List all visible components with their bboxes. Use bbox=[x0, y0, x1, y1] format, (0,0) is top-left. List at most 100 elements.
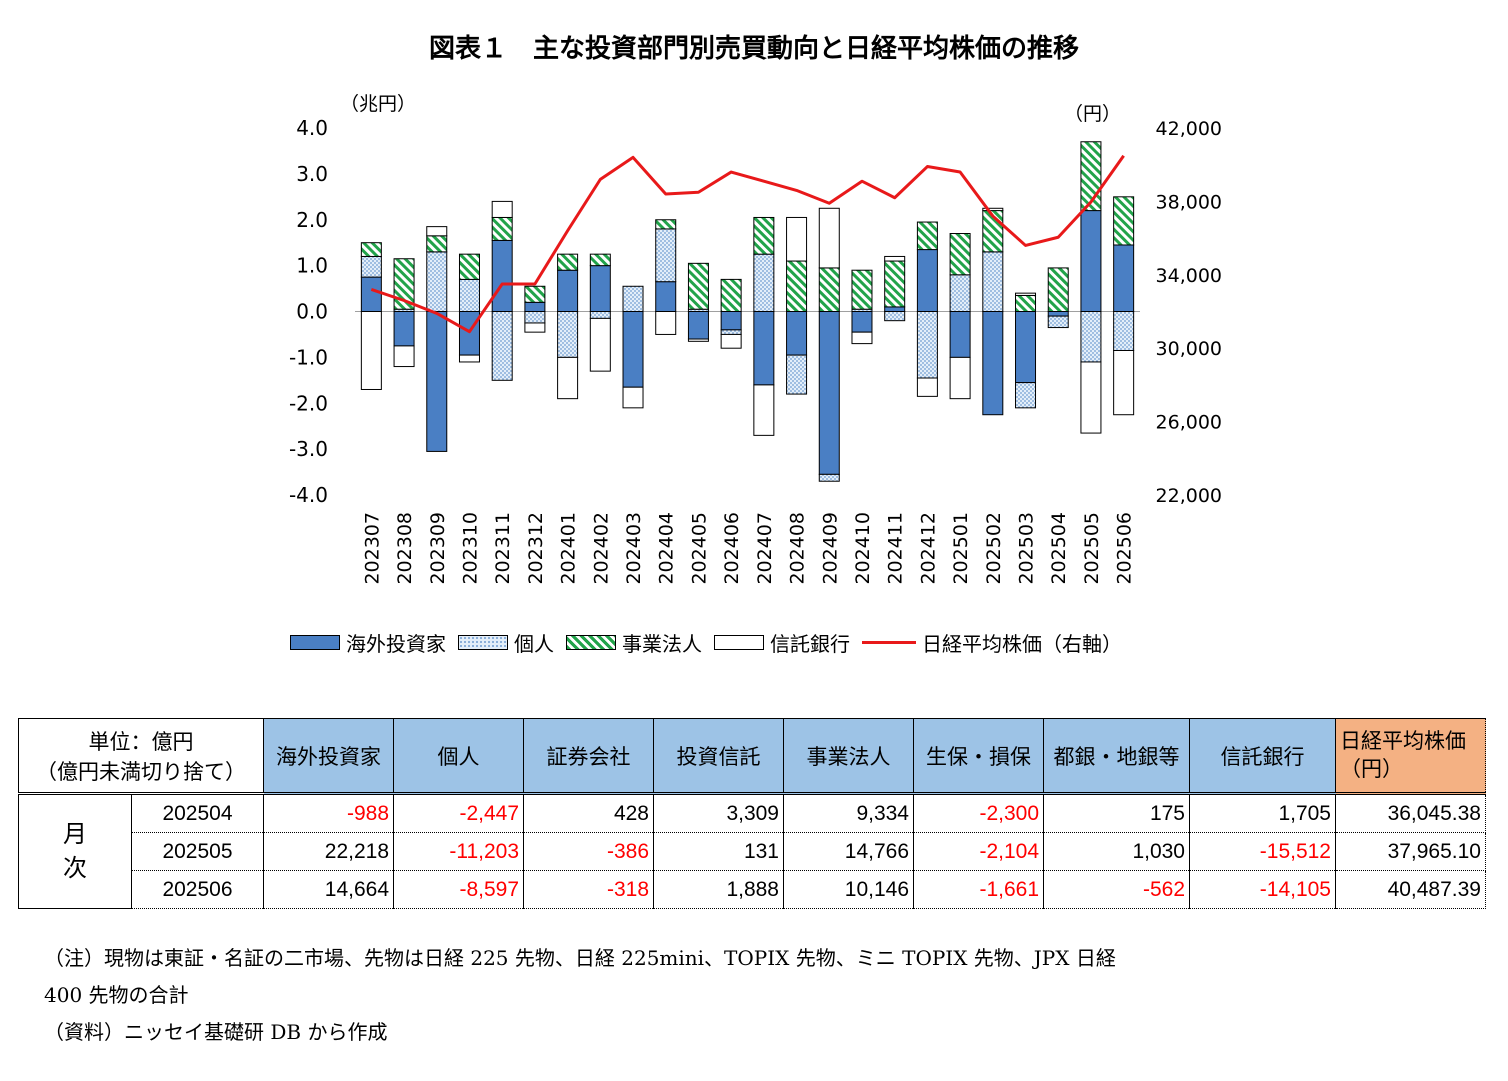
table-cell: 1,030 bbox=[1043, 832, 1190, 871]
bar-segment bbox=[916, 249, 938, 313]
bar-segment bbox=[524, 285, 546, 303]
nikkei-header-line-1: 日経平均株価 bbox=[1340, 729, 1466, 753]
x-tick-label: 202308 bbox=[394, 512, 416, 585]
bar-segment bbox=[687, 311, 709, 340]
col-header-corporate: 事業法人 bbox=[783, 718, 914, 794]
bar-segment bbox=[1113, 311, 1135, 351]
chart-title: 図表１ 主な投資部門別売買動向と日経平均株価の推移 bbox=[428, 34, 1079, 64]
legend-item-individual: 個人 bbox=[458, 628, 554, 657]
right-tick-label: 26,000 bbox=[1156, 412, 1222, 434]
left-tick-label: 4.0 bbox=[296, 116, 328, 140]
note-line-1: （注）現物は東証・名証の二市場、先物は日経 225 先物、日経 225mini、… bbox=[44, 946, 1116, 970]
x-tick-label: 202409 bbox=[819, 512, 841, 585]
bar-segment bbox=[622, 285, 644, 312]
nikkei-line bbox=[370, 154, 1125, 334]
col-header-investment-trust: 投資信託 bbox=[653, 718, 784, 794]
bar-segment bbox=[753, 384, 775, 436]
nikkei-line-layer bbox=[370, 154, 1125, 334]
x-tick-label: 202402 bbox=[590, 512, 612, 585]
bar-segment bbox=[851, 269, 873, 310]
row-month: 202505 bbox=[131, 832, 264, 871]
bar-segment bbox=[687, 338, 709, 342]
bar-segment bbox=[1080, 210, 1102, 312]
bar-segment bbox=[1113, 244, 1135, 312]
right-tick-label: 34,000 bbox=[1156, 265, 1222, 287]
period-label-1: 月 bbox=[63, 820, 87, 848]
bar-segment bbox=[393, 311, 415, 347]
bar-segment bbox=[949, 274, 971, 312]
x-tick-label: 202502 bbox=[983, 512, 1005, 585]
left-axis-unit: （兆円） bbox=[340, 93, 416, 115]
left-tick-label: -3.0 bbox=[289, 437, 328, 461]
x-tick-label: 202501 bbox=[950, 512, 972, 585]
bar-segment bbox=[458, 354, 480, 363]
bar-segment bbox=[1047, 267, 1069, 313]
bar-segment bbox=[884, 306, 906, 313]
table-cell: 1,705 bbox=[1189, 793, 1336, 833]
bar-segment bbox=[622, 311, 644, 388]
table-cell: 9,334 bbox=[783, 793, 914, 833]
x-tick-label: 202506 bbox=[1114, 512, 1136, 585]
left-tick-label: 0.0 bbox=[296, 300, 328, 324]
table-cell: 14,766 bbox=[783, 832, 914, 871]
bar-segment bbox=[1080, 361, 1102, 434]
col-header-foreign: 海外投資家 bbox=[263, 718, 394, 794]
bar-segment bbox=[753, 253, 775, 312]
nikkei-header-line-2: （円） bbox=[1340, 757, 1403, 781]
bar-segment bbox=[360, 276, 382, 312]
col-header-securities: 証券会社 bbox=[523, 718, 654, 794]
row-month: 202506 bbox=[131, 870, 264, 909]
table-cell-nikkei: 40,487.39 bbox=[1335, 870, 1486, 909]
bar-segment bbox=[884, 255, 906, 262]
x-tick-labels: 202307 202308 202309 202310 202311 202312 2024… bbox=[361, 512, 1135, 585]
bar-segment bbox=[589, 317, 611, 372]
bar-segment bbox=[753, 216, 775, 255]
bar-segment bbox=[360, 311, 382, 390]
x-tick-label: 202310 bbox=[459, 512, 481, 585]
legend-label-nikkei: 日経平均株価（右軸） bbox=[922, 631, 1122, 656]
table-header-row: 単位：億円 （億円未満切り捨て） 海外投資家 個人 証券会社 投資信託 事業法人… bbox=[18, 718, 1486, 794]
bar-segment bbox=[491, 200, 513, 218]
bar-segment bbox=[458, 278, 480, 313]
x-tick-label: 202505 bbox=[1081, 512, 1103, 585]
left-tick-label: -2.0 bbox=[289, 391, 328, 415]
x-tick-label: 202307 bbox=[361, 512, 383, 585]
bar-segment bbox=[557, 311, 579, 358]
x-tick-label: 202408 bbox=[787, 512, 809, 585]
table-cell: -2,447 bbox=[393, 793, 524, 833]
bar-segment bbox=[786, 260, 808, 313]
table-cell: 14,664 bbox=[263, 870, 394, 909]
legend-label-trust: 信託銀行 bbox=[770, 631, 850, 656]
bar-segment bbox=[753, 311, 775, 386]
x-tick-label: 202312 bbox=[525, 512, 547, 585]
bar-segment bbox=[786, 354, 808, 395]
note-line-3: （資料）ニッセイ基礎研 DB から作成 bbox=[44, 1020, 388, 1044]
left-tick-label: 3.0 bbox=[296, 162, 328, 186]
bar-segment bbox=[458, 311, 480, 356]
bar-segment bbox=[524, 301, 546, 313]
bar-segment bbox=[1047, 315, 1069, 329]
bar-segment bbox=[426, 226, 448, 237]
bar-segment bbox=[818, 311, 840, 475]
table-cell: 1,888 bbox=[653, 870, 784, 909]
legend-swatch-nikkei bbox=[862, 640, 916, 644]
x-tick-label: 202411 bbox=[885, 512, 907, 585]
unit-line-2: （億円未満切り捨て） bbox=[36, 760, 246, 784]
left-tick-label: 2.0 bbox=[296, 208, 328, 232]
x-tick-label: 202405 bbox=[688, 512, 710, 585]
bar-segment bbox=[360, 255, 382, 278]
bar-segment bbox=[916, 377, 938, 397]
legend-label-foreign: 海外投資家 bbox=[346, 631, 446, 656]
col-header-trust-banks: 信託銀行 bbox=[1189, 718, 1336, 794]
x-tick-label: 202407 bbox=[754, 512, 776, 585]
bar-segment bbox=[786, 216, 808, 262]
bar-segment bbox=[360, 242, 382, 257]
table-cell: -988 bbox=[263, 793, 394, 833]
bar-segment bbox=[491, 311, 513, 381]
period-label-2: 次 bbox=[63, 854, 87, 882]
x-tick-label: 202311 bbox=[492, 512, 514, 585]
bars-layer bbox=[360, 141, 1135, 482]
bar-segment bbox=[949, 233, 971, 276]
bar-segment bbox=[655, 219, 677, 230]
right-tick-label: 30,000 bbox=[1156, 338, 1222, 360]
